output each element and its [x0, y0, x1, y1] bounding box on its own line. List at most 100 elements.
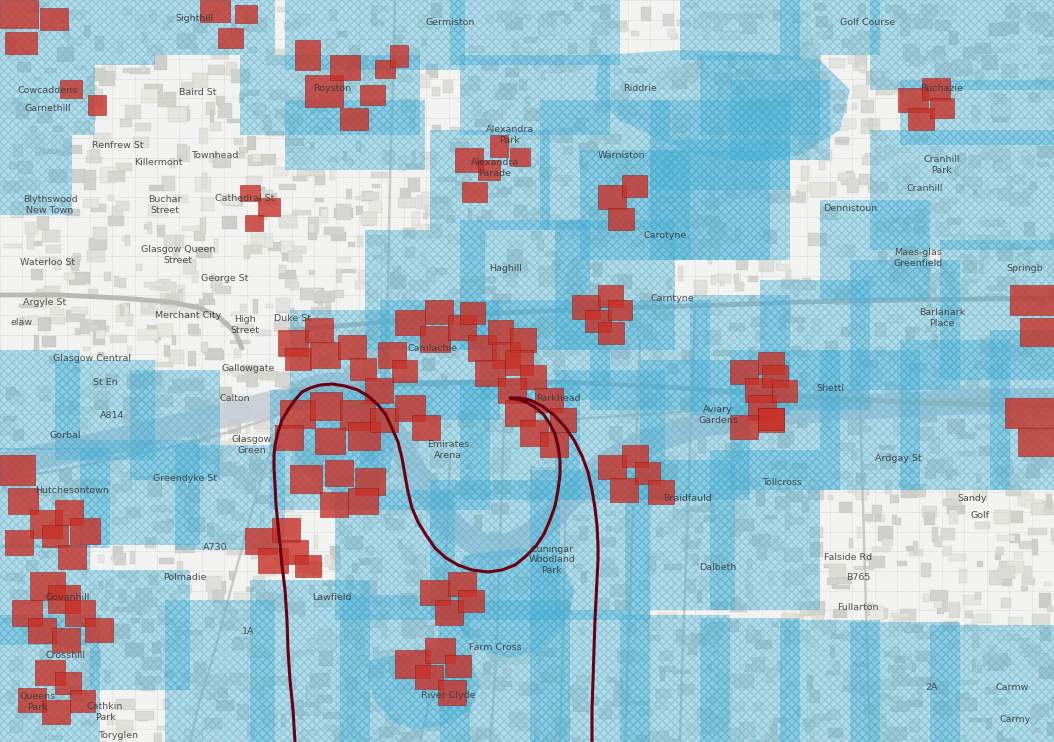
Bar [904, 624, 923, 633]
Polygon shape [165, 600, 275, 742]
Bar [47, 611, 55, 619]
Polygon shape [245, 215, 264, 231]
Bar [315, 172, 325, 185]
Bar [993, 104, 1011, 117]
Bar [261, 462, 274, 470]
Bar [204, 349, 225, 360]
Bar [945, 272, 955, 287]
Bar [293, 176, 307, 181]
Bar [113, 545, 123, 560]
Polygon shape [272, 518, 300, 542]
Bar [500, 534, 511, 548]
Bar [1037, 146, 1054, 157]
Bar [579, 526, 588, 541]
Bar [246, 587, 253, 592]
Text: Waterloo St: Waterloo St [20, 257, 76, 266]
Bar [175, 235, 179, 247]
Bar [43, 296, 60, 308]
Bar [284, 501, 294, 511]
Bar [956, 184, 963, 193]
Polygon shape [290, 310, 390, 410]
Polygon shape [700, 55, 820, 135]
Bar [809, 182, 829, 197]
Bar [539, 272, 559, 286]
Bar [686, 214, 700, 229]
Bar [6, 36, 16, 46]
Bar [274, 433, 294, 447]
Bar [207, 619, 214, 623]
Bar [524, 349, 539, 355]
Bar [662, 160, 672, 176]
Bar [447, 499, 455, 506]
Bar [367, 327, 377, 341]
Bar [237, 153, 245, 159]
Bar [491, 503, 509, 514]
Bar [812, 715, 829, 721]
Bar [372, 184, 380, 188]
Bar [543, 386, 547, 393]
Bar [395, 292, 401, 298]
Bar [69, 401, 75, 415]
Bar [371, 13, 377, 27]
Bar [960, 163, 974, 177]
Bar [914, 225, 926, 234]
Bar [930, 590, 948, 601]
Bar [464, 692, 475, 704]
Bar [249, 460, 265, 473]
Bar [476, 149, 481, 165]
Bar [551, 260, 560, 271]
Bar [766, 102, 777, 117]
Bar [196, 447, 207, 459]
Bar [660, 667, 665, 681]
Bar [409, 280, 429, 292]
Bar [39, 546, 57, 557]
Bar [749, 347, 755, 361]
Bar [858, 30, 877, 42]
Bar [618, 401, 637, 411]
Bar [1024, 427, 1037, 439]
Bar [984, 294, 1003, 298]
Bar [311, 306, 330, 314]
Bar [649, 731, 668, 742]
Bar [153, 522, 168, 531]
Polygon shape [70, 518, 100, 544]
Bar [77, 479, 95, 494]
Bar [506, 308, 512, 315]
Bar [330, 157, 337, 162]
Bar [583, 739, 600, 742]
Bar [868, 183, 887, 194]
Bar [480, 233, 487, 247]
Bar [389, 313, 406, 325]
Bar [871, 605, 884, 620]
Bar [585, 329, 599, 344]
Text: Golf Course: Golf Course [840, 18, 896, 27]
Bar [363, 212, 374, 226]
Bar [424, 470, 430, 481]
Bar [87, 76, 94, 87]
Bar [54, 405, 64, 414]
Bar [104, 670, 110, 683]
Bar [321, 209, 329, 223]
Bar [421, 252, 425, 266]
Bar [59, 469, 73, 482]
Bar [104, 272, 111, 281]
Bar [256, 427, 272, 433]
Bar [1046, 494, 1052, 509]
Bar [212, 278, 221, 292]
Bar [237, 449, 245, 454]
Bar [138, 329, 158, 340]
Bar [105, 591, 114, 597]
Bar [362, 211, 376, 225]
Bar [553, 718, 570, 728]
Bar [163, 699, 170, 709]
Bar [119, 589, 125, 603]
Bar [1050, 174, 1054, 180]
Text: Golf: Golf [971, 510, 990, 519]
Bar [920, 291, 936, 298]
Bar [516, 137, 524, 149]
Bar [573, 684, 581, 694]
Bar [40, 650, 52, 660]
Bar [399, 156, 406, 171]
Bar [161, 395, 168, 403]
Bar [157, 641, 168, 646]
